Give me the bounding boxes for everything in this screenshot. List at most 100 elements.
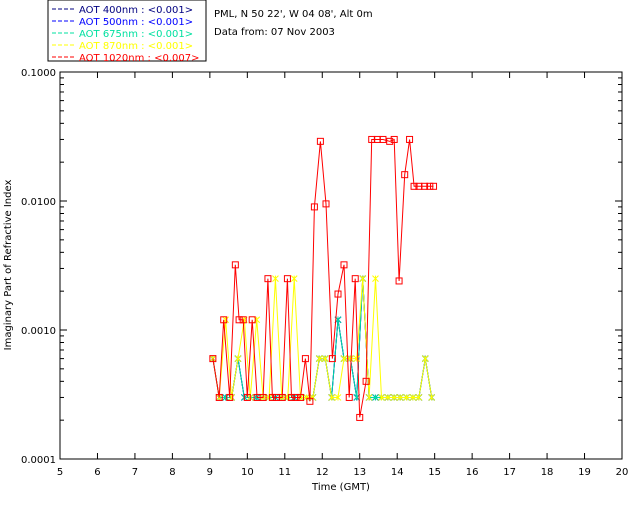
series-1 — [209, 275, 436, 401]
data-point — [384, 394, 392, 401]
series-0 — [209, 275, 436, 401]
x-tick-label: 19 — [578, 467, 591, 478]
data-point — [301, 355, 309, 363]
data-point — [347, 355, 354, 362]
data-point — [268, 393, 276, 401]
data-point — [426, 182, 434, 190]
legend-box — [47, 0, 207, 62]
data-point — [231, 261, 239, 269]
y-tick-label: 0.0001 — [21, 455, 56, 466]
data-point — [322, 200, 330, 208]
data-point — [421, 182, 429, 190]
x-tick-label: 16 — [466, 467, 479, 478]
data-point — [328, 394, 335, 401]
data-point — [215, 393, 223, 401]
data-point — [390, 135, 398, 143]
axis-ticks: 5 6 7 8 9 10 11 12 13 14 15 16 17 18 19 20 0.0001 0.0010 0… — [21, 68, 628, 478]
x-tick-label: 13 — [353, 467, 366, 478]
data-point — [409, 394, 417, 401]
data-point — [310, 203, 318, 211]
plot-frame — [59, 71, 623, 460]
data-point — [306, 397, 314, 405]
data-point — [316, 137, 324, 145]
x-tick-label: 9 — [207, 467, 213, 478]
x-tick-label: 10 — [241, 467, 254, 478]
legend-entry: AOT 870nm : <0.001> — [79, 41, 193, 52]
x-tick-label: 7 — [132, 467, 138, 478]
data-point — [396, 394, 404, 401]
data-point — [259, 393, 267, 401]
data-point — [353, 355, 361, 362]
site-info: PML, N 50 22', W 04 08', Alt 0m — [214, 9, 373, 20]
data-point — [356, 413, 364, 421]
x-tick-label: 17 — [503, 467, 516, 478]
data-point — [372, 394, 379, 401]
x-tick-label: 20 — [616, 467, 629, 478]
x-tick-label: 5 — [57, 467, 63, 478]
data-point — [395, 277, 403, 285]
data-point — [283, 275, 291, 283]
data-point — [421, 355, 429, 362]
data-point — [365, 394, 373, 401]
series-2 — [209, 275, 436, 401]
data-point — [235, 316, 243, 324]
y-tick-label: 0.0100 — [21, 197, 56, 208]
x-tick-label: 11 — [278, 467, 291, 478]
legend: AOT 400nm : <0.001>AOT 500nm : <0.001>AO… — [52, 5, 199, 64]
x-tick-label: 12 — [316, 467, 329, 478]
y-axis-title: Imaginary Part of Refractive Index — [3, 180, 14, 351]
data-point — [372, 275, 379, 283]
y-tick-label: 0.1000 — [21, 68, 56, 79]
data-point — [379, 135, 387, 143]
data-point — [428, 394, 436, 401]
data-point — [386, 137, 394, 145]
series-3 — [209, 275, 436, 401]
data-point — [340, 355, 348, 362]
data-point — [292, 393, 300, 401]
date-info: Data from: 07 Nov 2003 — [214, 27, 335, 38]
data-point — [209, 355, 217, 363]
x-tick-label: 14 — [391, 467, 404, 478]
data-point — [351, 275, 359, 283]
data-point — [272, 275, 279, 283]
data-point — [239, 316, 247, 324]
data-point — [220, 316, 228, 324]
data-point — [234, 355, 242, 362]
data-point — [288, 393, 296, 401]
data-point — [345, 393, 353, 401]
data-point — [430, 182, 438, 190]
data-point — [362, 377, 370, 385]
series-layer — [209, 135, 438, 421]
data-point — [284, 394, 292, 401]
legend-entry: AOT 675nm : <0.001> — [79, 29, 193, 40]
data-point — [297, 393, 305, 401]
x-tick-label: 8 — [169, 467, 175, 478]
series-4 — [209, 135, 438, 421]
legend-entry: AOT 500nm : <0.001> — [79, 17, 193, 28]
x-tick-label: 15 — [428, 467, 441, 478]
x-tick-label: 18 — [541, 467, 554, 478]
data-point — [226, 393, 234, 401]
data-point — [278, 393, 286, 401]
x-axis-title: Time (GMT) — [311, 482, 370, 493]
data-point — [328, 355, 336, 363]
data-point — [243, 393, 251, 401]
data-point — [403, 394, 410, 401]
data-point — [290, 275, 298, 283]
data-point — [390, 394, 398, 401]
legend-entry: AOT 1020nm : <0.007> — [79, 53, 199, 64]
data-point — [321, 355, 329, 362]
data-point — [378, 394, 385, 401]
data-point — [415, 394, 423, 401]
series-line — [212, 138, 434, 418]
x-tick-label: 6 — [94, 467, 100, 478]
y-tick-label: 0.0010 — [21, 326, 56, 337]
data-point — [315, 355, 323, 362]
data-point — [334, 290, 342, 298]
data-point — [248, 316, 256, 324]
data-point — [222, 394, 229, 401]
series-line — [212, 278, 433, 398]
data-point — [264, 275, 272, 283]
data-point — [401, 171, 409, 179]
